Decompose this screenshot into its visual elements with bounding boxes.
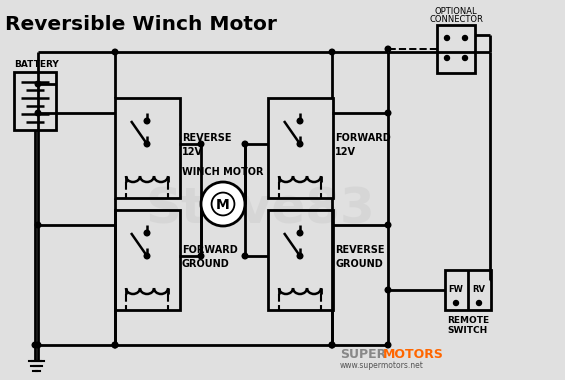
Circle shape [35,81,41,87]
Circle shape [297,230,303,236]
Circle shape [463,55,467,60]
Circle shape [32,342,38,348]
Circle shape [35,222,41,228]
Circle shape [329,342,335,348]
Text: GROUND: GROUND [335,259,383,269]
Bar [268,98,333,198]
Text: SWITCH: SWITCH [448,326,488,335]
Text: OPTIONAL: OPTIONAL [434,7,477,16]
Text: FORWARD: FORWARD [335,133,391,143]
Circle shape [385,222,391,228]
Text: Steve83: Steve83 [145,186,375,234]
Circle shape [35,110,41,116]
Circle shape [144,118,150,124]
Circle shape [476,301,481,306]
Bar [268,210,333,310]
Circle shape [329,342,335,348]
Circle shape [112,342,118,348]
Text: 12V: 12V [182,147,203,157]
Bar [445,270,491,310]
Text: FW: FW [449,285,463,294]
Circle shape [297,118,303,124]
Text: BATTERY: BATTERY [14,60,59,69]
Circle shape [35,342,41,348]
Circle shape [112,49,118,55]
Text: MOTORS: MOTORS [383,347,444,361]
Text: REMOTE: REMOTE [447,316,489,325]
Text: www.supermotors.net: www.supermotors.net [340,361,424,369]
Circle shape [297,253,303,259]
Text: CONNECTOR: CONNECTOR [429,15,483,24]
Circle shape [454,301,459,306]
Circle shape [297,141,303,147]
Text: FORWARD: FORWARD [182,245,238,255]
Text: WINCH MOTOR: WINCH MOTOR [182,167,264,177]
Circle shape [144,230,150,236]
Text: M: M [216,198,230,212]
Text: REVERSE: REVERSE [335,245,385,255]
Circle shape [445,35,450,41]
Text: SUPER: SUPER [340,347,386,361]
Circle shape [242,141,248,147]
Text: REVERSE: REVERSE [182,133,232,143]
Circle shape [198,253,204,259]
Circle shape [144,141,150,147]
Circle shape [144,253,150,259]
Text: GROUND: GROUND [182,259,230,269]
Bar [14,72,56,130]
Text: RV: RV [472,285,485,294]
Circle shape [463,35,467,41]
Circle shape [201,182,245,226]
Circle shape [385,287,391,293]
Circle shape [385,110,391,116]
Circle shape [242,253,248,259]
Text: 12V: 12V [335,147,356,157]
Circle shape [385,342,391,348]
Bar [115,98,180,198]
Text: Reversible Winch Motor: Reversible Winch Motor [5,15,277,34]
Circle shape [198,141,204,147]
Circle shape [445,55,450,60]
Circle shape [329,49,335,55]
Circle shape [385,46,391,52]
Bar [115,210,180,310]
Bar [437,25,475,73]
Circle shape [112,342,118,348]
